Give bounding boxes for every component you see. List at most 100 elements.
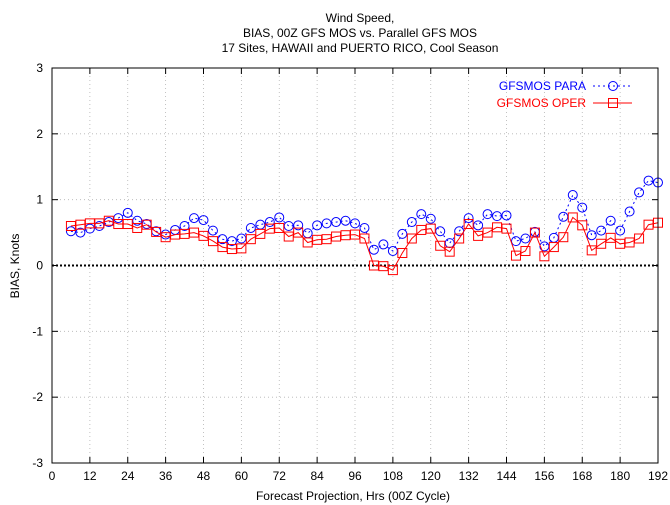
title-line-3: 17 Sites, HAWAII and PUERTO RICO, Cool S…: [222, 41, 499, 55]
x-tick-label: 36: [159, 469, 173, 483]
data-point: [274, 212, 285, 223]
x-tick-label: 144: [496, 469, 516, 483]
data-point: [141, 219, 152, 230]
data-point: [473, 220, 484, 231]
x-tick-label: 60: [235, 469, 249, 483]
data-point: [255, 219, 266, 230]
data-point: [350, 218, 360, 229]
data-point: [567, 190, 578, 201]
data-point: [359, 222, 370, 233]
data-point: [624, 206, 635, 217]
data-point: [264, 217, 275, 228]
data-point: [492, 211, 503, 222]
data-point: [359, 233, 370, 244]
data-point: [615, 225, 626, 236]
data-point: [151, 226, 162, 237]
data-point: [302, 228, 313, 239]
data-point: [482, 209, 493, 220]
data-point: [274, 222, 285, 233]
data-point: [454, 233, 465, 244]
data-point: [558, 211, 569, 222]
x-tick-label: 48: [197, 469, 211, 483]
x-tick-label: 192: [648, 469, 668, 483]
data-point: [331, 217, 342, 228]
data-point: [605, 215, 616, 226]
data-point: [236, 243, 247, 254]
data-point: [520, 246, 531, 257]
data-point: [198, 215, 209, 226]
x-tick-label: 96: [348, 469, 362, 483]
title-line-1: Wind Speed,: [326, 11, 395, 25]
data-point: [425, 213, 436, 224]
data-point: [406, 233, 417, 244]
series-line: [70, 216, 659, 271]
chart-title: Wind Speed, BIAS, 00Z GFS MOS vs. Parall…: [222, 11, 499, 55]
data-point: [406, 217, 417, 228]
data-point: [567, 212, 578, 223]
data-point: [520, 233, 531, 244]
data-point: [255, 228, 266, 239]
data-point: [634, 187, 645, 198]
data-point: [397, 247, 408, 258]
data-point: [340, 215, 351, 226]
title-line-2: BIAS, 00Z GFS MOS vs. Parallel GFS MOS: [243, 26, 477, 40]
data-point: [539, 251, 550, 262]
x-tick-label: 12: [83, 469, 97, 483]
data-point: [510, 236, 521, 247]
data-point: [226, 236, 237, 247]
data-point: [321, 218, 332, 229]
data-point: [634, 233, 645, 244]
data-point: [463, 219, 474, 230]
data-point: [189, 213, 200, 224]
data-point: [207, 236, 218, 247]
y-tick-label: -2: [32, 390, 43, 404]
plot-frame: [51, 67, 659, 464]
data-point: [586, 230, 597, 241]
data-point: [122, 207, 133, 218]
x-axis-label: Forecast Projection, Hrs (00Z Cycle): [256, 489, 450, 503]
data-point: [179, 221, 190, 231]
y-axis-label: BIAS, Knots: [8, 234, 22, 299]
data-point: [596, 225, 607, 236]
data-point: [198, 230, 209, 241]
data-point: [558, 232, 569, 243]
data-point: [435, 226, 446, 237]
data-point: [643, 175, 654, 186]
data-point: [444, 238, 455, 249]
data-point: [605, 232, 616, 243]
legend-swatch-marker: [608, 81, 618, 91]
data-point: [293, 227, 304, 238]
legend-label: GFSMOS PARA: [499, 79, 586, 93]
legend: GFSMOS PARA GFSMOS OPER: [497, 79, 632, 110]
x-tick-label: 132: [459, 469, 479, 483]
series-line: [70, 180, 659, 252]
y-tick-label: -1: [32, 324, 43, 338]
data-point: [368, 244, 379, 255]
axis-ticks: 0 12 24 36 48 60 72 84 96 108 120 132 144 156 168 180 19…: [32, 61, 668, 483]
legend-label: GFSMOS OPER: [497, 96, 587, 110]
series-layer: [65, 175, 663, 276]
x-tick-label: 180: [610, 469, 630, 483]
data-point: [425, 223, 436, 234]
data-point: [293, 220, 304, 231]
data-point: [435, 240, 446, 251]
y-tick-label: 2: [36, 127, 43, 141]
y-tick-label: 0: [36, 259, 43, 273]
data-point: [245, 222, 256, 233]
data-point: [463, 213, 474, 224]
data-point: [577, 220, 588, 231]
x-tick-label: 156: [534, 469, 554, 483]
data-point: [416, 209, 427, 220]
data-point: [586, 245, 597, 256]
series-gfsmos-oper: [65, 212, 663, 276]
x-tick-label: 120: [421, 469, 441, 483]
data-point: [548, 242, 559, 253]
data-point: [312, 220, 323, 231]
data-point: [236, 233, 247, 244]
data-point: [596, 238, 607, 249]
data-point: [501, 210, 512, 221]
legend-swatch-marker: [608, 98, 618, 108]
data-point: [577, 202, 588, 213]
data-point: [529, 227, 540, 238]
